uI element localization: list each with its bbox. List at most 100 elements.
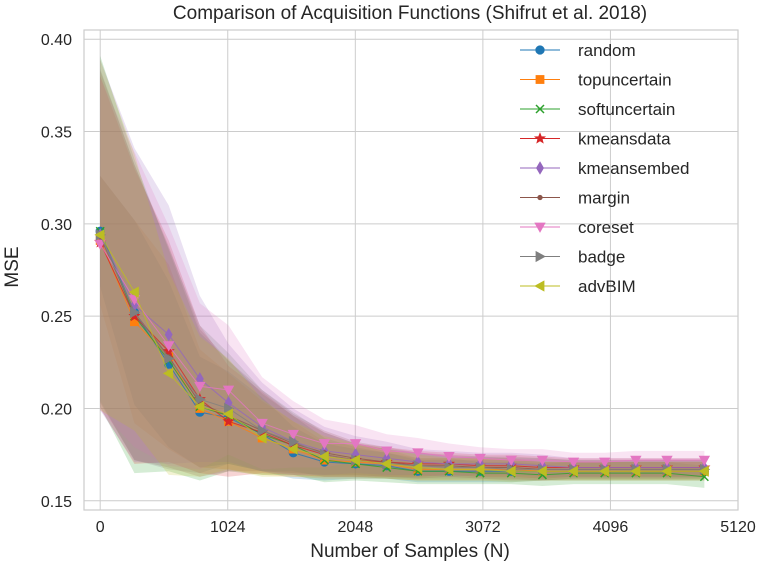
point-advBIM — [536, 465, 547, 477]
point-advBIM — [698, 465, 709, 477]
x-tick-label: 5120 — [720, 519, 756, 536]
point-advBIM — [380, 458, 392, 470]
point-advBIM — [194, 400, 205, 413]
legend-marker-topuncertain — [535, 75, 545, 84]
point-coreset — [443, 452, 455, 463]
x-tick-label: 4096 — [593, 519, 629, 536]
point-advBIM — [505, 465, 516, 477]
point-advBIM — [598, 465, 610, 477]
point-coreset — [256, 418, 268, 430]
point-badge — [130, 306, 141, 319]
x-tick-label: 1024 — [210, 519, 246, 536]
band-kmeansembed — [100, 59, 705, 477]
x-tick-label: 3072 — [465, 519, 501, 536]
point-advBIM — [287, 443, 298, 455]
plot-area: 0 1024 2048 3072 4096 5120 0.15 0.20 0.25 0.30 0.3… — [41, 29, 756, 536]
legend-label-badge: badge — [578, 248, 625, 267]
legend-item-kmeansdata: kmeansdata — [520, 130, 671, 149]
point-advBIM — [318, 450, 329, 463]
point-badge — [195, 393, 206, 405]
series-advBIM — [94, 229, 709, 477]
x-tick-label: 0 — [96, 519, 105, 536]
point-advBIM — [349, 454, 360, 466]
point-coreset — [661, 455, 673, 466]
point-coreset — [94, 239, 106, 250]
legend-label-softuncertain: softuncertain — [578, 100, 675, 119]
legend-item-badge: badge — [520, 248, 625, 267]
point-coreset — [349, 439, 362, 450]
point-coreset — [381, 446, 393, 457]
legend-label-kmeansembed: kmeansembed — [578, 159, 690, 178]
legend-item-random: random — [520, 41, 636, 60]
band-random — [100, 175, 705, 483]
legend-label-topuncertain: topuncertain — [578, 71, 672, 90]
legend-marker-advBIM — [534, 280, 545, 292]
legend-label-random: random — [578, 41, 636, 60]
point-advBIM — [474, 463, 485, 476]
legend-item-margin: margin — [520, 189, 630, 208]
band-softuncertain — [100, 55, 705, 488]
axes-background — [84, 30, 738, 510]
band-coreset — [100, 78, 705, 472]
point-kmeansdata — [222, 415, 235, 427]
x-axis-title: Number of Samples (N) — [310, 541, 510, 562]
point-coreset — [287, 429, 299, 441]
point-coreset — [599, 457, 611, 468]
point-advBIM — [222, 408, 233, 420]
legend: random topuncertain softuncertain kmeansdat… — [520, 41, 690, 296]
band-margin — [100, 70, 705, 481]
point-coreset — [505, 455, 517, 466]
point-badge — [257, 424, 268, 437]
y-tick-label: 0.40 — [41, 32, 72, 49]
legend-item-coreset: coreset — [520, 218, 634, 237]
point-advBIM — [128, 286, 139, 298]
line-badge — [99, 234, 705, 470]
point-coreset — [630, 455, 642, 466]
y-tick-label: 0.25 — [41, 309, 72, 326]
point-coreset — [163, 341, 175, 352]
point-advBIM — [162, 367, 174, 380]
legend-label-margin: margin — [578, 189, 630, 208]
point-coreset — [318, 439, 331, 450]
legend-label-kmeansdata: kmeansdata — [578, 130, 671, 149]
y-tick-label: 0.20 — [41, 401, 72, 418]
point-coreset — [567, 457, 580, 468]
point-advBIM — [661, 465, 672, 477]
point-coreset — [222, 385, 235, 396]
point-advBIM — [256, 432, 267, 444]
legend-item-topuncertain: topuncertain — [520, 71, 672, 90]
band-topuncertain — [100, 175, 705, 481]
y-tick-label: 0.35 — [41, 125, 72, 142]
line-coreset — [99, 243, 705, 463]
legend-marker-margin — [537, 194, 543, 201]
axes-frame — [83, 29, 739, 511]
legend-marker-badge — [535, 250, 546, 263]
legend-marker-softuncertain — [535, 104, 545, 114]
point-coreset — [412, 448, 424, 459]
y-tick-label: 0.15 — [41, 494, 72, 511]
legend-item-advBIM: advBIM — [520, 277, 636, 296]
legend-marker-coreset — [534, 222, 546, 233]
legend-marker-kmeansembed — [536, 161, 544, 175]
point-coreset — [474, 453, 486, 465]
chart-title: Comparison of Acquisition Functions (Shi… — [173, 3, 647, 24]
legend-label-coreset: coreset — [578, 218, 634, 237]
point-coreset — [536, 455, 549, 466]
legend-item-kmeansembed: kmeansembed — [520, 159, 690, 178]
x-tick-label: 2048 — [338, 519, 374, 536]
point-coreset — [194, 381, 206, 393]
band-badge — [100, 68, 705, 481]
y-tick-label: 0.30 — [41, 217, 72, 234]
point-advBIM — [567, 465, 578, 477]
y-axis-title: MSE — [2, 246, 23, 287]
band-kmeansdata — [100, 76, 705, 479]
point-advBIM — [443, 463, 454, 476]
point-advBIM — [412, 461, 423, 474]
point-badge — [288, 436, 300, 448]
legend-marker-kmeansdata — [533, 132, 547, 144]
point-coreset — [698, 455, 711, 466]
point-advBIM — [630, 465, 641, 477]
point-kmeansembed — [164, 327, 173, 342]
